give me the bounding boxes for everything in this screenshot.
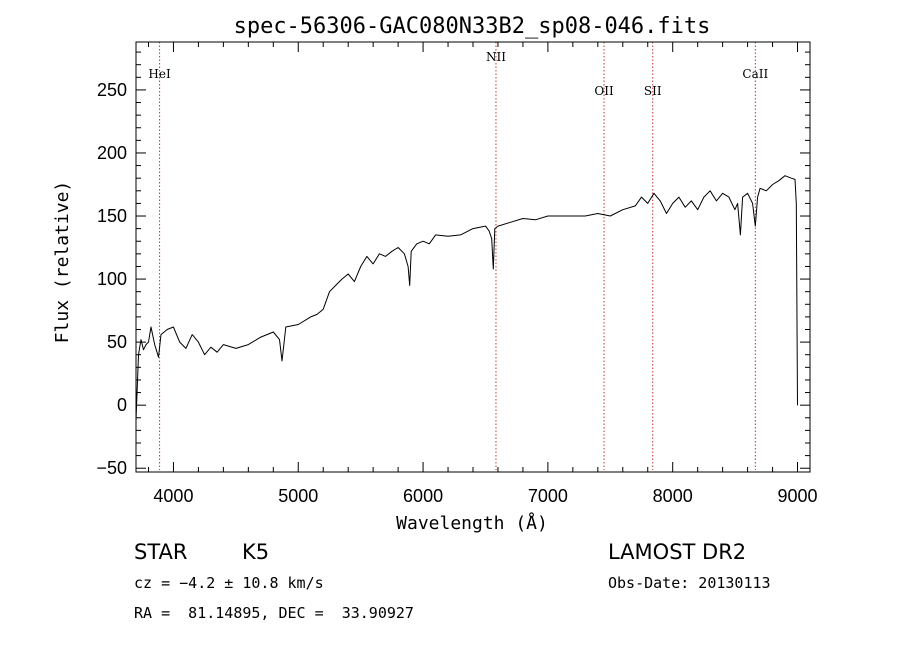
y-tick-label: 250	[97, 80, 127, 100]
redshift-cz: cz = −4.2 ± 10.8 km/s	[134, 574, 324, 592]
x-tick-label: 7000	[528, 486, 568, 506]
survey-name: LAMOST DR2	[608, 540, 747, 564]
coordinates: RA = 81.14895, DEC = 33.90927	[134, 604, 414, 622]
line-label-hei: HeI	[148, 67, 171, 81]
x-tick-label: 8000	[653, 486, 693, 506]
emission-lines: HeI NII OII SII CaII	[148, 42, 768, 470]
line-label-oii: OII	[594, 84, 614, 98]
y-axis-label: Flux (relative)	[52, 181, 73, 344]
chart-title: spec-56306-GAC080N33B2_sp08-046.fits	[234, 14, 711, 39]
spectrum-line	[135, 175, 798, 421]
line-label-nii: NII	[486, 50, 506, 64]
y-tick-label: 0	[117, 395, 127, 415]
y-tick-label: 50	[107, 332, 127, 352]
x-tick-label: 4000	[153, 486, 193, 506]
x-tick-label: 5000	[278, 486, 318, 506]
x-axis-label: Wavelength (Å)	[396, 512, 548, 534]
y-tick-label: −50	[96, 458, 127, 478]
x-tick-label: 6000	[403, 486, 443, 506]
y-tick-label: 100	[97, 269, 127, 289]
obs-date: Obs-Date: 20130113	[608, 574, 771, 592]
axis-ticks	[136, 42, 810, 472]
line-label-caii: CaII	[742, 67, 768, 81]
object-class: STAR	[134, 540, 188, 564]
object-subclass: K5	[242, 540, 270, 564]
y-tick-label: 200	[97, 143, 127, 163]
y-axis: −50 0 50 100 150 200 250 Flux (relative)	[52, 80, 127, 478]
x-axis: 4000 5000 6000 7000 8000 9000 Wavelength…	[153, 486, 817, 534]
y-tick-label: 150	[97, 206, 127, 226]
plot-frame	[135, 41, 811, 473]
x-tick-label: 9000	[777, 486, 817, 506]
line-label-sii: SII	[644, 84, 662, 98]
